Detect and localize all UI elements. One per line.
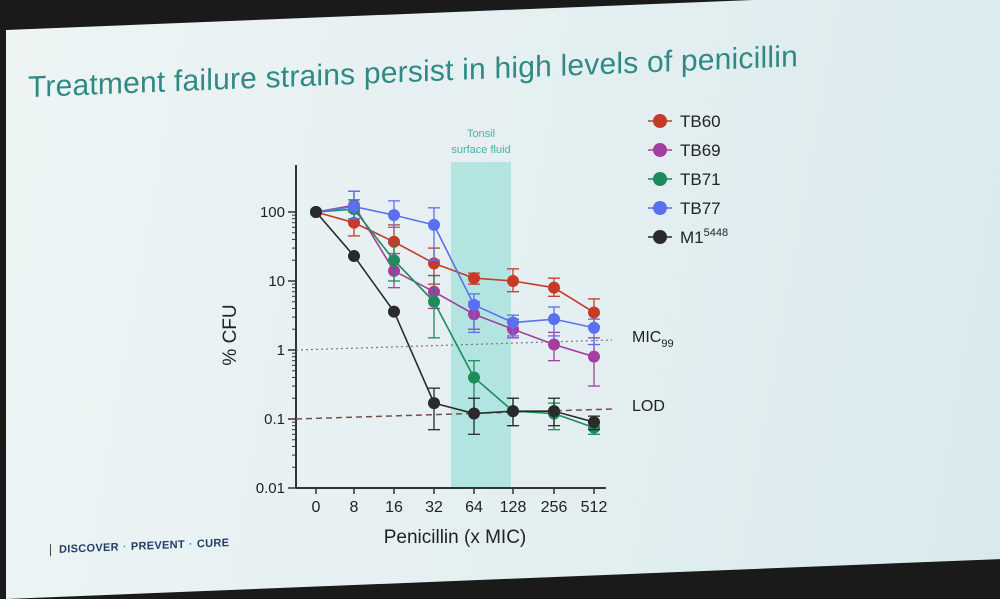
y-tick-label: 10	[268, 273, 285, 290]
legend-marker	[653, 201, 667, 215]
series-line	[315, 205, 595, 329]
data-point	[428, 218, 440, 231]
data-point	[507, 405, 519, 418]
series-line	[315, 204, 595, 358]
series-line	[315, 211, 595, 423]
legend-label: TB77	[680, 199, 721, 218]
legend-label: M15448	[680, 227, 728, 247]
data-point	[548, 338, 560, 351]
x-tick-label: 64	[465, 499, 483, 516]
data-point	[468, 272, 480, 285]
legend-marker	[653, 230, 667, 244]
data-point	[348, 216, 360, 229]
y-tick-label: 0.01	[256, 480, 285, 497]
reference-label-subscript: 99	[661, 338, 673, 350]
y-tick-label: 0.1	[264, 411, 285, 428]
x-axis-label: Penicillin (x MIC)	[384, 527, 527, 548]
data-point	[388, 254, 400, 267]
x-tick-label: 32	[425, 499, 443, 516]
data-point	[507, 275, 519, 287]
data-point	[588, 321, 600, 334]
data-point	[507, 316, 519, 329]
data-point	[348, 200, 360, 213]
reference-label: MIC99	[632, 329, 674, 350]
data-point	[468, 407, 480, 420]
data-point	[548, 281, 560, 294]
data-point	[588, 350, 600, 363]
x-tick-label: 128	[500, 499, 527, 516]
data-point	[588, 306, 600, 319]
x-tick-label: 256	[541, 499, 568, 516]
x-tick-label: 512	[581, 499, 608, 516]
legend-marker	[653, 114, 667, 128]
data-point	[548, 313, 560, 326]
data-point	[588, 416, 600, 429]
x-tick-label: 16	[385, 499, 403, 516]
data-point	[388, 305, 400, 318]
legend-label: TB60	[680, 112, 721, 131]
legend-label: TB69	[680, 141, 721, 160]
legend-label: TB71	[680, 170, 721, 189]
data-point	[388, 235, 400, 248]
data-point	[468, 298, 480, 311]
data-point	[428, 397, 440, 410]
legend-marker	[653, 143, 667, 157]
data-point	[388, 209, 400, 222]
y-axis-label: % CFU	[220, 304, 241, 365]
y-tick-label: 1	[277, 342, 285, 359]
band-label: Tonsil	[467, 128, 495, 140]
legend-label-superscript: 5448	[704, 227, 728, 239]
x-tick-label: 8	[350, 499, 359, 516]
y-tick-label: 100	[260, 204, 285, 221]
series-line	[315, 208, 595, 429]
data-point	[548, 405, 560, 418]
band-label: surface fluid	[451, 144, 510, 156]
data-point	[348, 250, 360, 263]
x-tick-label: 0	[312, 499, 321, 516]
series-line	[315, 211, 595, 314]
data-point	[468, 371, 480, 384]
legend-marker	[653, 172, 667, 186]
data-point	[428, 295, 440, 308]
reference-label: LOD	[632, 398, 665, 415]
data-point	[310, 206, 322, 218]
